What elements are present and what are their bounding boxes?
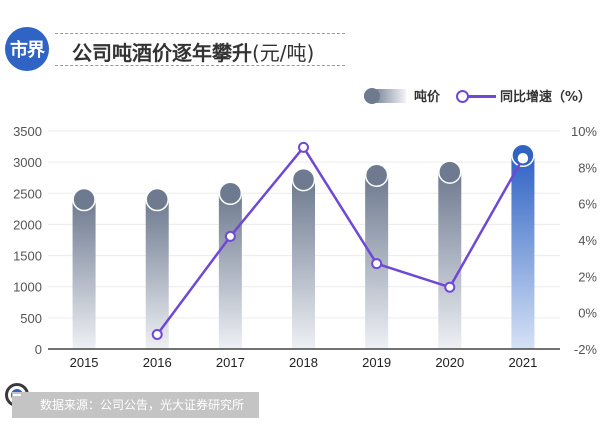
x-axis-tick-label: 2018 bbox=[289, 355, 318, 370]
left-axis-tick-label: 2500 bbox=[13, 186, 42, 201]
left-axis-tick-label: 1000 bbox=[13, 280, 42, 295]
right-axis-tick-label: 8% bbox=[578, 160, 597, 175]
bar bbox=[292, 179, 315, 349]
growth-line bbox=[156, 146, 525, 336]
left-axis-tick-label: 500 bbox=[20, 311, 42, 326]
bar-cap bbox=[364, 163, 389, 187]
chart-title-text: 公司吨酒价逐年攀升 bbox=[72, 41, 252, 65]
legend-item-bar: 吨价 bbox=[364, 86, 440, 105]
bar-cap bbox=[438, 160, 462, 184]
right-axis-tick-label: 10% bbox=[571, 124, 597, 139]
left-axis-tick-label: 3000 bbox=[13, 155, 42, 170]
line-swatch-icon bbox=[456, 89, 496, 103]
bar-swatch-icon bbox=[364, 87, 406, 104]
legend-line-label: 同比增速（%） bbox=[500, 90, 592, 105]
bar-cap bbox=[291, 167, 316, 192]
x-axis-tick-label: 2017 bbox=[216, 355, 245, 370]
bar-cap bbox=[218, 181, 243, 206]
title-divider-top bbox=[55, 33, 345, 34]
x-axis-tick-label: 2021 bbox=[508, 355, 537, 370]
source-note: 数据来源：公司公告，光大证券研究所 bbox=[12, 392, 259, 418]
x-axis-tick-label: 2019 bbox=[362, 355, 391, 370]
growth-point bbox=[444, 281, 456, 293]
brand-logo: 市界 bbox=[5, 27, 49, 71]
right-axis-tick-label: 6% bbox=[578, 197, 597, 212]
left-axis-tick-label: 3500 bbox=[13, 124, 42, 139]
legend-bar-label: 吨价 bbox=[414, 90, 441, 105]
x-axis-tick-label: 2015 bbox=[70, 355, 99, 370]
bar bbox=[511, 155, 535, 349]
bar bbox=[218, 193, 242, 349]
right-axis-tick-label: 4% bbox=[578, 233, 597, 248]
chart-title: 公司吨酒价逐年攀升(元/吨) bbox=[72, 37, 314, 66]
growth-point bbox=[298, 141, 309, 153]
x-axis-tick-label: 2020 bbox=[435, 355, 464, 370]
left-axis-tick-label: 2000 bbox=[13, 217, 42, 232]
chart-title-unit: (元/吨) bbox=[252, 41, 315, 65]
growth-point bbox=[151, 328, 163, 340]
left-axis-tick-label: 0 bbox=[35, 342, 42, 357]
bar bbox=[145, 199, 169, 349]
growth-point bbox=[371, 258, 383, 270]
growth-point bbox=[224, 230, 236, 242]
bar bbox=[438, 172, 462, 349]
right-axis-tick-label: 2% bbox=[578, 269, 597, 284]
x-axis-tick-label: 2016 bbox=[143, 355, 172, 370]
right-axis-tick-label: 0% bbox=[578, 306, 597, 321]
bar-cap bbox=[145, 187, 169, 212]
legend-item-line: 同比增速（%） bbox=[456, 86, 591, 105]
growth-point bbox=[517, 153, 529, 164]
right-axis-tick-label: -2% bbox=[574, 342, 598, 357]
title-divider-bottom bbox=[55, 65, 345, 66]
bar-cap bbox=[72, 187, 96, 212]
left-axis-tick-label: 1500 bbox=[13, 249, 42, 264]
bar bbox=[72, 199, 96, 349]
